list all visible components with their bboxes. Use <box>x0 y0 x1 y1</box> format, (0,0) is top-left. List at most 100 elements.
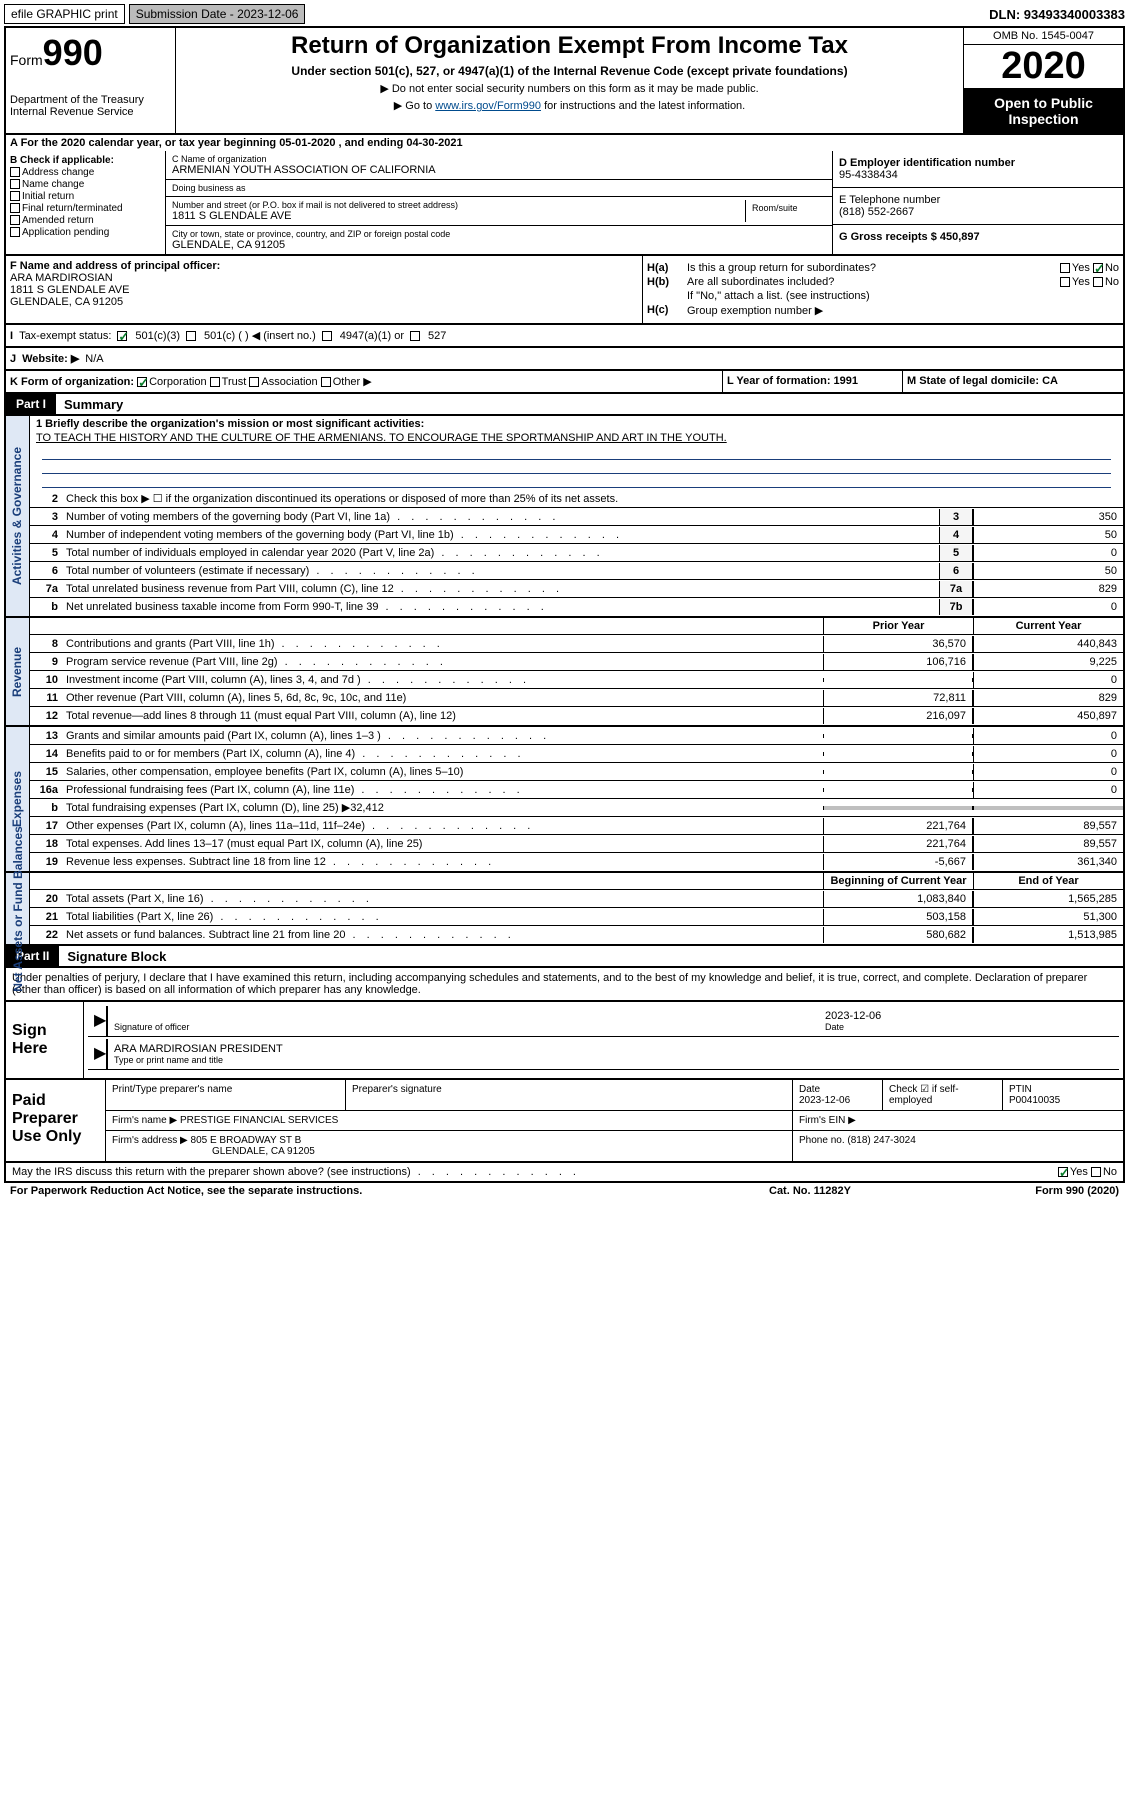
part2-header: Part II Signature Block <box>4 946 1125 968</box>
line21: 21Total liabilities (Part X, line 26)503… <box>30 908 1123 926</box>
website-row: J Website: ▶ N/A <box>4 348 1125 371</box>
side-revenue: Revenue <box>6 618 30 725</box>
note-ssn: ▶ Do not enter social security numbers o… <box>186 82 953 95</box>
hc-line: H(c) Group exemption number ▶ <box>647 304 1119 317</box>
irs-link[interactable]: www.irs.gov/Form990 <box>435 100 541 112</box>
form-word: Form <box>10 52 43 68</box>
print-name-cell: Print/Type preparer's name <box>106 1080 346 1110</box>
chk-amended-return[interactable]: Amended return <box>10 215 161 226</box>
tax-year: 2020 <box>964 45 1123 89</box>
line19: 19Revenue less expenses. Subtract line 1… <box>30 853 1123 871</box>
city-label: City or town, state or province, country… <box>172 229 826 239</box>
perjury-text: Under penalties of perjury, I declare th… <box>4 968 1125 1000</box>
ha-label: H(a) <box>647 262 687 274</box>
discuss-yes-chk[interactable] <box>1058 1167 1068 1177</box>
line16b: bTotal fundraising expenses (Part IX, co… <box>30 799 1123 817</box>
firm-ein-label: Firm's EIN ▶ <box>793 1111 1123 1130</box>
line7b: bNet unrelated business taxable income f… <box>30 598 1123 616</box>
chk-4947[interactable] <box>322 331 332 341</box>
blank-line <box>42 446 1111 460</box>
footnote-row: For Paperwork Reduction Act Notice, see … <box>4 1183 1125 1199</box>
chk-501c[interactable] <box>186 331 196 341</box>
chk-527[interactable] <box>410 331 420 341</box>
side-netassets: Net Assets or Fund Balances <box>6 873 30 944</box>
expenses-block: Expenses 13Grants and similar amounts pa… <box>4 727 1125 873</box>
firm-name-row: Firm's name ▶ PRESTIGE FINANCIAL SERVICE… <box>106 1111 1123 1131</box>
hb-no[interactable]: No <box>1105 276 1119 288</box>
line16a: 16aProfessional fundraising fees (Part I… <box>30 781 1123 799</box>
firm-addr1: 805 E BROADWAY ST B <box>191 1135 302 1146</box>
hb-text: Are all subordinates included? <box>687 276 1009 288</box>
chk-trust[interactable] <box>210 377 220 387</box>
line12: 12Total revenue—add lines 8 through 11 (… <box>30 707 1123 725</box>
city-value: GLENDALE, CA 91205 <box>172 239 826 251</box>
dba-box: Doing business as <box>166 180 832 197</box>
part1-tab: Part I <box>6 394 56 414</box>
hb-note: If "No," attach a list. (see instruction… <box>687 290 1119 302</box>
row-a-taxyear: A For the 2020 calendar year, or tax yea… <box>4 135 1125 151</box>
i-label: Tax-exempt status: <box>19 330 111 342</box>
chk-corp[interactable] <box>137 377 147 387</box>
firm-name-value: PRESTIGE FINANCIAL SERVICES <box>180 1115 338 1126</box>
side-governance: Activities & Governance <box>6 416 30 616</box>
state-domicile: M State of legal domicile: CA <box>903 371 1123 392</box>
line20: 20Total assets (Part X, line 16)1,083,84… <box>30 890 1123 908</box>
gross-cell: G Gross receipts $ 450,897 <box>833 225 1123 249</box>
f-label: F Name and address of principal officer: <box>10 260 638 272</box>
chk-address-change[interactable]: Address change <box>10 167 161 178</box>
year-formation: L Year of formation: 1991 <box>723 371 903 392</box>
line10: 10Investment income (Part VIII, column (… <box>30 671 1123 689</box>
chk-application-pending[interactable]: Application pending <box>10 227 161 238</box>
line7a: 7aTotal unrelated business revenue from … <box>30 580 1123 598</box>
i-opt4: 527 <box>428 330 446 342</box>
ha-no[interactable]: No <box>1105 262 1119 274</box>
prep-date-cell: Date2023-12-06 <box>793 1080 883 1110</box>
f-city: GLENDALE, CA 91205 <box>10 296 638 308</box>
chk-initial-return[interactable]: Initial return <box>10 191 161 202</box>
street-value: 1811 S GLENDALE AVE <box>172 210 745 222</box>
org-name-box: C Name of organization ARMENIAN YOUTH AS… <box>166 151 832 180</box>
omb-number: OMB No. 1545-0047 <box>964 28 1123 45</box>
header-center: Return of Organization Exempt From Incom… <box>176 28 963 133</box>
chk-other[interactable] <box>321 377 331 387</box>
discuss-no-chk[interactable] <box>1091 1167 1101 1177</box>
line18: 18Total expenses. Add lines 13–17 (must … <box>30 835 1123 853</box>
prior-current-header: Prior Year Current Year <box>30 618 1123 635</box>
hb-label: H(b) <box>647 276 687 288</box>
i-opt2: 501(c) ( ) ◀ (insert no.) <box>204 329 316 342</box>
note-goto: ▶ Go to www.irs.gov/Form990 for instruct… <box>186 99 953 112</box>
arrow-icon: ▶ <box>88 1006 108 1036</box>
current-year-hdr: Current Year <box>973 618 1123 634</box>
open-to-public: Open to Public Inspection <box>964 89 1123 133</box>
ha-text: Is this a group return for subordinates? <box>687 262 1009 274</box>
cat-no: Cat. No. 11282Y <box>769 1185 969 1197</box>
line2: 2Check this box ▶ ☐ if the organization … <box>30 490 1123 508</box>
chk-final-return[interactable]: Final return/terminated <box>10 203 161 214</box>
principal-officer: F Name and address of principal officer:… <box>6 256 643 323</box>
form-ref: Form 990 (2020) <box>969 1185 1119 1197</box>
street-label: Number and street (or P.O. box if mail i… <box>172 200 745 210</box>
f-street: 1811 S GLENDALE AVE <box>10 284 638 296</box>
hb-yes[interactable]: Yes <box>1072 276 1090 288</box>
hb-note-line: If "No," attach a list. (see instruction… <box>647 290 1119 302</box>
prior-year-hdr: Prior Year <box>823 618 973 634</box>
chk-501c3[interactable] <box>117 331 127 341</box>
efile-print-box[interactable]: efile GRAPHIC print <box>4 4 125 24</box>
f-name: ARA MARDIROSIAN <box>10 272 638 284</box>
ein-value: 95-4338434 <box>839 169 1117 181</box>
chk-name-change[interactable]: Name change <box>10 179 161 190</box>
dln-label: DLN: 93493340003383 <box>989 7 1125 22</box>
firm-phone-label: Phone no. (818) 247-3024 <box>793 1131 1123 1161</box>
discuss-row: May the IRS discuss this return with the… <box>4 1163 1125 1183</box>
form-title: Return of Organization Exempt From Incom… <box>186 32 953 60</box>
ha-yes[interactable]: Yes <box>1072 262 1090 274</box>
chk-assoc[interactable] <box>249 377 259 387</box>
blank-line <box>42 460 1111 474</box>
sig-officer-label: Signature of officer <box>114 1022 813 1032</box>
end-year-hdr: End of Year <box>973 873 1123 889</box>
b-header: B Check if applicable: <box>10 155 161 166</box>
section-bcd: B Check if applicable: Address change Na… <box>4 151 1125 256</box>
part2-title: Signature Block <box>59 947 174 966</box>
part1-header: Part I Summary <box>4 394 1125 416</box>
ha-line: H(a) Is this a group return for subordin… <box>647 262 1119 274</box>
